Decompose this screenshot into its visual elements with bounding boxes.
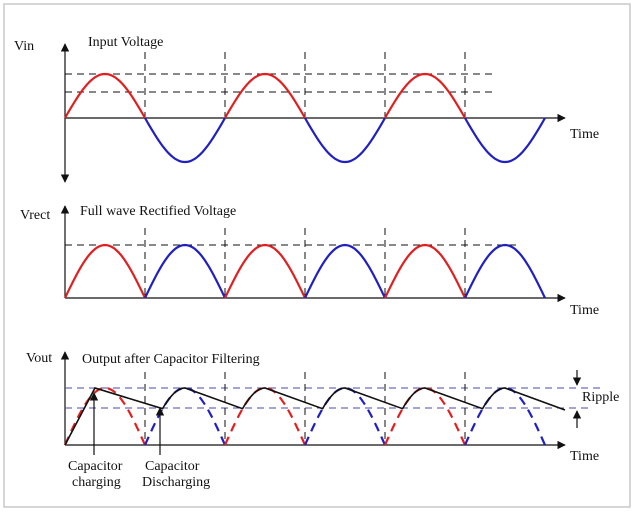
input-title: Input Voltage bbox=[88, 35, 163, 50]
rectified-half-cycle bbox=[144, 243, 226, 299]
input-voltage-panel: Vin Input Voltage Time bbox=[14, 35, 599, 183]
rectified-half-cycle bbox=[64, 243, 146, 299]
rectified-period-markers bbox=[144, 228, 466, 298]
output-voltage-panel: Vout Output after Capacitor Filtering Ti… bbox=[26, 351, 619, 490]
input-negative-half-cycle bbox=[144, 117, 226, 164]
input-period-markers bbox=[144, 52, 466, 118]
input-axis-label: Vin bbox=[14, 39, 34, 54]
output-title: Output after Capacitor Filtering bbox=[82, 352, 260, 367]
rectified-waveform bbox=[64, 243, 546, 299]
rectified-half-cycle bbox=[384, 243, 466, 299]
output-rectified-dashed-waveform bbox=[63, 386, 547, 446]
output-dashed-half-cycle bbox=[463, 386, 547, 446]
output-dashed-half-cycle bbox=[303, 386, 387, 446]
rectified-half-cycle bbox=[464, 243, 546, 299]
input-negative-half-cycle bbox=[304, 117, 386, 164]
input-positive-half-cycle bbox=[384, 72, 466, 119]
charging-label-line1: Capacitor bbox=[68, 459, 123, 474]
rectified-voltage-panel: Vrect Full wave Rectified Voltage Time bbox=[20, 204, 599, 318]
diagram-border bbox=[3, 3, 631, 508]
output-dashed-half-cycle bbox=[223, 386, 307, 446]
output-axis-label: Vout bbox=[26, 351, 52, 366]
output-dashed-half-cycle bbox=[143, 386, 227, 446]
rectified-axis-label: Vrect bbox=[20, 208, 50, 223]
rectified-title: Full wave Rectified Voltage bbox=[80, 204, 236, 219]
rectified-half-cycle bbox=[304, 243, 386, 299]
output-dashed-half-cycle bbox=[63, 386, 147, 446]
discharging-label-line2: Discharging bbox=[142, 475, 210, 490]
input-positive-half-cycle bbox=[224, 72, 306, 119]
charging-label-line2: charging bbox=[72, 475, 121, 490]
output-dashed-half-cycle bbox=[383, 386, 467, 446]
discharging-label-line1: Capacitor bbox=[145, 459, 200, 474]
ripple-label: Ripple bbox=[582, 390, 619, 405]
filtered-output-line bbox=[64, 387, 566, 446]
output-time-label: Time bbox=[570, 449, 599, 464]
rectified-half-cycle bbox=[224, 243, 306, 299]
output-period-markers bbox=[144, 372, 466, 445]
rectified-time-label: Time bbox=[570, 303, 599, 318]
input-time-label: Time bbox=[570, 127, 599, 142]
input-negative-half-cycle bbox=[464, 117, 546, 164]
input-positive-half-cycle bbox=[64, 72, 146, 119]
input-waveform bbox=[64, 72, 546, 164]
